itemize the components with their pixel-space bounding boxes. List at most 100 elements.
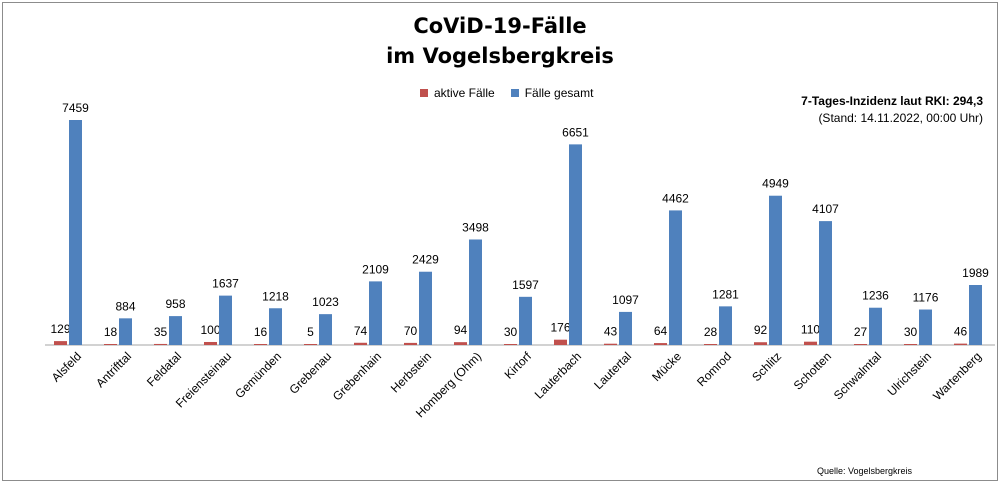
chart-title: CoViD-19-Fälle [413,14,587,38]
legend-item-active: aktive Fälle [420,86,495,100]
bar-total-9 [519,296,532,345]
data-label-total-6: 2109 [362,262,389,276]
bar-active-3 [204,341,217,345]
data-label-active-10: 176 [550,321,570,335]
legend-swatch-total [510,89,519,97]
x-tick-label-1: Antrifttal [93,349,134,390]
data-label-active-11: 43 [604,325,618,339]
bar-total-10 [569,144,582,345]
chart-subtitle: im Vogelsbergkreis [386,44,614,68]
bar-active-15 [804,341,817,345]
bar-active-10 [554,339,567,345]
bar-active-5 [304,344,317,345]
data-label-active-8: 94 [454,323,468,337]
data-label-active-0: 129 [50,322,70,336]
incidence-stand: (Stand: 14.11.2022, 00:00 Uhr) [818,111,983,125]
data-label-active-2: 35 [154,325,168,339]
data-label-total-9: 1597 [512,278,539,292]
chart-legend: aktive Fälle Fälle gesamt [420,86,609,100]
legend-label-total: Fälle gesamt [524,86,594,100]
x-tick-label-18: Wartenberg [930,349,984,403]
data-label-total-14: 4949 [762,177,789,191]
data-label-active-3: 100 [200,323,220,337]
x-tick-label-11: Lautertal [591,349,634,392]
data-label-total-12: 4462 [662,191,689,205]
bar-total-2 [169,316,182,345]
data-label-total-1: 884 [115,299,135,313]
bar-active-17 [904,344,917,345]
bar-total-15 [819,221,832,345]
bar-active-12 [654,343,667,345]
data-label-total-0: 7459 [62,101,89,115]
data-label-total-11: 1097 [612,293,639,307]
data-label-total-13: 1281 [712,287,739,301]
x-tick-label-16: Schwalmtal [831,349,884,402]
x-tick-label-9: Kirtorf [502,349,535,382]
bar-active-7 [404,342,417,345]
data-label-total-4: 1218 [262,289,289,303]
data-label-active-4: 16 [254,325,268,339]
data-label-active-15: 110 [801,323,820,337]
x-tick-label-13: Romrod [694,349,734,389]
data-label-total-8: 3498 [462,220,489,234]
data-label-total-2: 958 [165,297,185,311]
x-tick-label-2: Feldatal [144,349,184,389]
data-label-total-18: 1989 [962,266,989,280]
bar-total-5 [319,314,332,345]
x-tick-label-17: Ulrichstein [885,349,935,399]
incidence-box: 7-Tages-Inzidenz laut RKI: 294,3 (Stand:… [801,93,983,127]
data-label-active-1: 18 [104,325,118,339]
data-label-total-10: 6651 [562,125,589,139]
x-tick-label-0: Alsfeld [49,349,84,384]
bar-total-14 [769,195,782,345]
x-tick-label-6: Grebenhain [330,349,384,403]
bar-total-3 [219,295,232,345]
bar-active-14 [754,342,767,345]
bar-active-16 [854,344,867,345]
bar-active-11 [604,343,617,345]
x-tick-label-5: Grebenau [286,349,334,397]
data-label-active-18: 46 [954,325,968,339]
bar-active-4 [254,344,267,345]
data-label-active-7: 70 [404,324,418,338]
incidence-label: 7-Tages-Inzidenz laut RKI: 294,3 [801,94,983,108]
data-label-total-5: 1023 [312,295,339,309]
x-tick-label-15: Schotten [791,349,834,392]
bar-active-1 [104,344,117,345]
bar-active-2 [154,343,167,345]
legend-item-total: Fälle gesamt [510,86,594,100]
bar-total-13 [719,306,732,345]
bar-total-6 [369,281,382,345]
bar-total-17 [919,309,932,345]
bar-total-8 [469,239,482,345]
data-label-active-12: 64 [654,324,668,338]
legend-swatch-active [420,89,428,97]
data-label-active-14: 92 [754,323,768,337]
bar-active-9 [504,344,517,345]
data-label-total-15: 4107 [812,202,839,216]
bar-active-18 [954,343,967,345]
data-label-active-17: 30 [904,325,918,339]
bar-total-16 [869,307,882,345]
data-label-active-13: 28 [704,325,718,339]
data-label-total-3: 1637 [212,277,239,291]
bar-total-11 [619,311,632,345]
bar-total-12 [669,210,682,345]
x-tick-label-12: Mücke [649,349,684,384]
data-label-active-5: 5 [307,325,314,339]
bar-total-0 [69,120,82,345]
bar-active-8 [454,342,467,345]
x-tick-label-14: Schlitz [749,349,784,384]
data-label-total-7: 2429 [412,253,439,267]
bar-active-13 [704,344,717,345]
bar-total-18 [969,285,982,345]
bar-active-0 [54,341,67,345]
data-label-active-6: 74 [354,324,368,338]
x-tick-label-4: Gemünden [232,349,284,401]
data-label-active-9: 30 [504,325,518,339]
x-tick-label-10: Lauterbach [532,349,584,401]
data-label-active-16: 27 [854,325,868,339]
bar-total-7 [419,271,432,345]
bar-active-6 [354,342,367,345]
